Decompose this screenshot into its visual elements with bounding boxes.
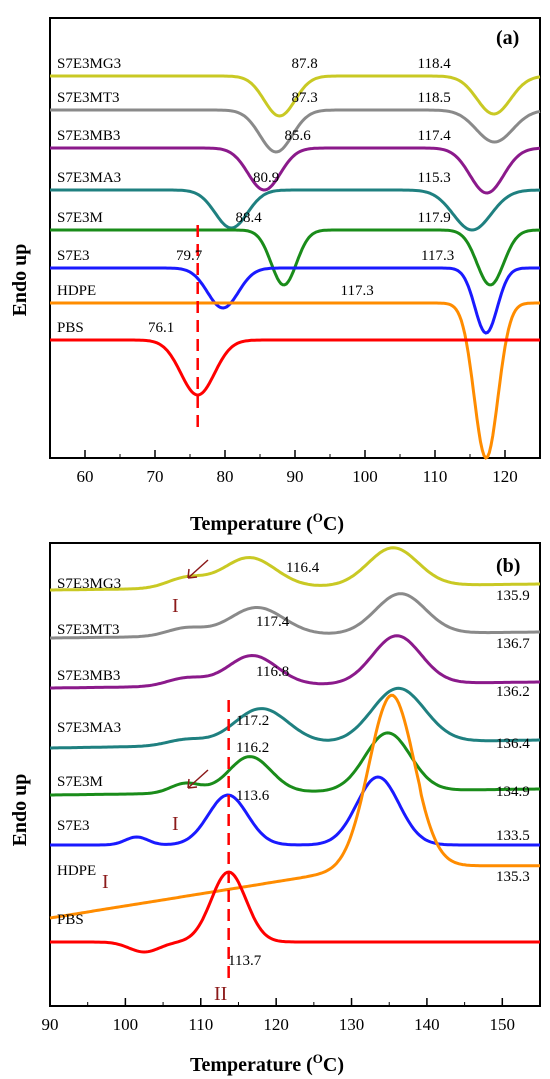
- panel-b-series-label: S7E3MB3: [57, 668, 120, 684]
- panel-b-series-label: S7E3: [57, 818, 90, 834]
- panel-b-series-label: PBS: [57, 912, 84, 928]
- panel-a-series-label: S7E3MA3: [57, 170, 121, 186]
- panel-b-label: (b): [496, 555, 520, 577]
- panel-a-peak-label: 115.3: [418, 170, 451, 186]
- panel-a-peak-label: 87.8: [292, 56, 318, 72]
- panel-a-xlabel: Temperature (OC): [190, 510, 344, 535]
- panel-a-series-label: HDPE: [57, 283, 96, 299]
- panel-b-arrow: [187, 769, 209, 789]
- panel-b-curve-s7e3mg3: [50, 546, 540, 592]
- panel-a-peak-label: 117.4: [418, 128, 452, 144]
- panel-b-peak-label-high: 136.4: [496, 736, 530, 752]
- panel-a-xtick-label: 120: [492, 467, 518, 486]
- panel-a-curve-s7e3m: [50, 228, 540, 287]
- panel-a-series-label: S7E3: [57, 248, 90, 264]
- panel-b-peak-label-high: 135.9: [496, 588, 530, 604]
- panel-a-xtick-label: 60: [77, 467, 94, 486]
- panel-b-frame: [49, 542, 541, 1007]
- panel-b-xtick-label: 100: [113, 1015, 139, 1034]
- panel-b-series-label: S7E3M: [57, 774, 103, 790]
- panel-b-series-label: S7E3MG3: [57, 576, 121, 592]
- panel-a-series-label: PBS: [57, 320, 84, 336]
- panel-a-xtick-label: 110: [423, 467, 448, 486]
- panel-b-curve-s7e3mt3: [50, 592, 540, 640]
- panel-b-peak-label: 116.4: [286, 560, 320, 576]
- panel-a-curve-s7e3: [50, 266, 540, 335]
- panel-b-series-label: S7E3MT3: [57, 622, 120, 638]
- panel-b-peak-label-high: 136.2: [496, 684, 530, 700]
- panel-b-peak-label: 113.7: [228, 953, 262, 969]
- panel-b-roman-label: I: [102, 871, 109, 893]
- panel-b-roman-label: I: [172, 813, 179, 835]
- panel-a-curve-s7e3ma3: [50, 188, 540, 232]
- panel-a-peak-label: 117.9: [418, 210, 451, 226]
- panel-b-peak-label: 116.2: [236, 740, 269, 756]
- panel-a-xtick-label: 80: [217, 467, 234, 486]
- panel-b-peak-label-high: 134.9: [496, 784, 530, 800]
- panel-b-xtick-label: 120: [263, 1015, 289, 1034]
- panel-a: (a) 60 70 80 90 100 110 120 S7E3MG3 S7E3MT3 S7E3…: [9, 17, 541, 535]
- panel-a-curve-s7e3mg3: [50, 74, 541, 118]
- panel-b-curve-s7e3m: [50, 731, 540, 797]
- panel-a-peak-label: 88.4: [236, 210, 263, 226]
- panel-b-xtick-label: 140: [414, 1015, 440, 1034]
- panel-a-series-label: S7E3MG3: [57, 56, 121, 72]
- panel-b-series-label: HDPE: [57, 863, 96, 879]
- panel-a-xtick-label: 100: [352, 467, 378, 486]
- panel-b-peak-label-high: 133.5: [496, 828, 530, 844]
- panel-a-frame: [49, 17, 541, 459]
- panel-a-peak-label: 87.3: [292, 90, 318, 106]
- panel-b-xtick-label: 90: [42, 1015, 59, 1034]
- panel-b-peak-label: 113.6: [236, 788, 270, 804]
- panel-b-series-label: S7E3MA3: [57, 720, 121, 736]
- panel-a-peak-label: 80.9: [253, 170, 279, 186]
- panel-a-label: (a): [496, 27, 519, 49]
- panel-a-peak-label: 79.7: [176, 248, 203, 264]
- panel-b-peak-label-high: 135.3: [496, 869, 530, 885]
- panel-a-ylabel: Endo up: [9, 244, 31, 317]
- panel-b-curve-hdpe: [49, 693, 540, 920]
- panel-a-curve-pbs: [50, 338, 540, 397]
- panel-b-roman-label: I: [172, 595, 179, 617]
- panel-a-series-label: S7E3MT3: [57, 90, 120, 106]
- panel-a-curve-hdpe: [50, 301, 540, 460]
- panel-b-peak-label: 117.2: [236, 713, 269, 729]
- panel-a-peak-label: 117.3: [341, 283, 374, 299]
- panel-b-peak-label: 117.4: [256, 614, 290, 630]
- panel-b-curve-s7e3ma3: [50, 686, 540, 750]
- panel-a-xtick-label: 70: [147, 467, 164, 486]
- panel-a-xtick-label: 90: [287, 467, 304, 486]
- panel-a-curve-s7e3mb3: [50, 146, 541, 195]
- panel-b-curve-s7e3mb3: [50, 634, 540, 690]
- panel-a-peak-label: 76.1: [148, 320, 174, 336]
- panel-b-roman-label: II: [214, 983, 227, 1005]
- panel-b-xtick-label: 110: [188, 1015, 213, 1034]
- panel-b-curve-s7e3: [50, 775, 540, 847]
- panel-a-curve-s7e3mt3: [50, 108, 541, 154]
- panel-b-ylabel: Endo up: [9, 774, 31, 847]
- panel-a-series-label: S7E3MB3: [57, 128, 120, 144]
- panel-b-peak-label: 116.8: [256, 664, 289, 680]
- panel-b-xtick-label: 130: [339, 1015, 365, 1034]
- panel-a-peak-label: 118.5: [418, 90, 451, 106]
- panel-a-series-label: S7E3M: [57, 210, 103, 226]
- panel-b-xtick-label: 150: [490, 1015, 516, 1034]
- panel-b-arrow: [187, 559, 209, 579]
- panel-b-peak-label-high: 136.7: [496, 636, 530, 652]
- panel-a-peak-label: 118.4: [418, 56, 452, 72]
- panel-b-xlabel: Temperature (OC): [190, 1051, 344, 1076]
- panel-b-curve-pbs: [50, 870, 540, 954]
- panel-b: (b) 90 100 110 120 130 140 150 S7E3MG3 S7E3MT3 S…: [9, 542, 541, 1076]
- panel-a-peak-label: 85.6: [285, 128, 312, 144]
- panel-a-peak-label: 117.3: [421, 248, 454, 264]
